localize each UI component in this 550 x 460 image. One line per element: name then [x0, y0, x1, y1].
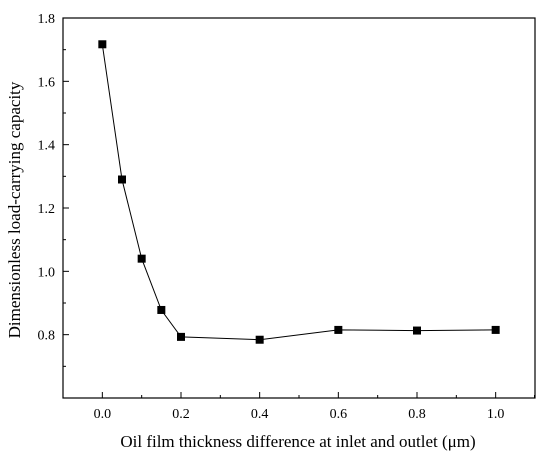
data-point-marker — [334, 325, 343, 334]
plot-frame — [62, 17, 536, 399]
y-tick-label: 0.8 — [38, 329, 56, 344]
x-tick-label: 0.2 — [172, 407, 190, 422]
y-tick-label: 1.6 — [38, 75, 56, 90]
data-points-layer — [98, 40, 500, 344]
x-tick-label: 0.4 — [251, 407, 269, 422]
x-tick-label: 1.0 — [487, 407, 505, 422]
data-point-marker — [255, 335, 264, 344]
data-point-marker — [118, 175, 126, 184]
data-point-marker — [491, 325, 500, 334]
series-line-layer — [101, 44, 496, 341]
axes-layer — [62, 17, 536, 399]
ticks-layer: 0.0 0.2 0.4 0.6 0.8 1.0 0.8 1.0 1.2 1.4 1.6 1.8 — [38, 12, 535, 422]
y-tick-label: 1.8 — [38, 12, 56, 27]
data-point-marker — [157, 305, 166, 314]
x-axis-title: Oil film thickness difference at inlet a… — [120, 432, 475, 451]
data-point-marker — [177, 332, 185, 341]
x-tick-label: 0.0 — [94, 407, 112, 422]
data-point-marker — [413, 326, 421, 335]
y-tick-label: 1.4 — [38, 139, 56, 154]
x-tick-label: 0.8 — [408, 407, 426, 422]
data-point-marker — [98, 40, 107, 49]
y-tick-label: 1.0 — [38, 265, 56, 280]
data-point-marker — [137, 254, 146, 263]
y-axis-title: Dimensionless load-carrying capacity — [5, 81, 24, 338]
y-tick-label: 1.2 — [38, 202, 56, 217]
x-tick-label: 0.6 — [330, 407, 348, 422]
series-line — [101, 44, 496, 341]
